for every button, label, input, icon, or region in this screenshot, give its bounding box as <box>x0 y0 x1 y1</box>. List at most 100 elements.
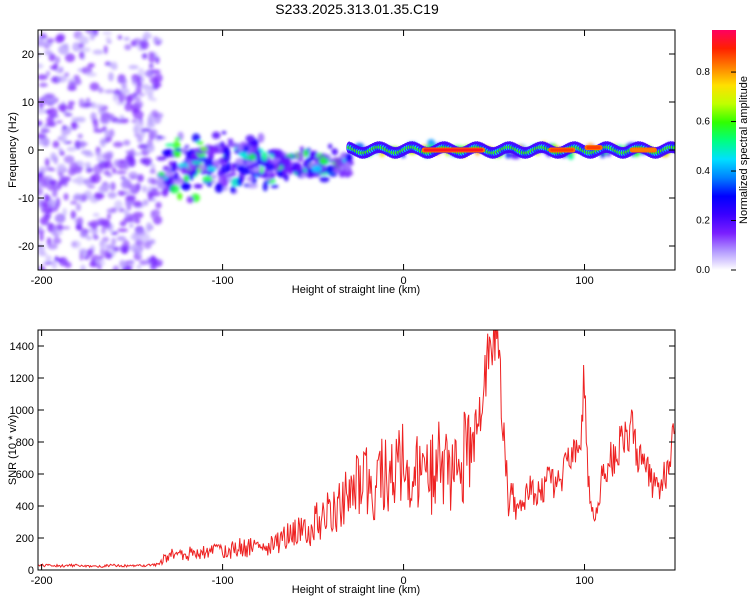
spectrogram-cell <box>75 116 86 123</box>
spectrogram-cell <box>113 89 122 96</box>
spectrogram-y-tick-label: 0 <box>28 145 34 157</box>
colorbar-ticks: 0.0 0.2 0.4 0.6 0.8 <box>696 67 736 276</box>
snr-frame <box>37 329 676 571</box>
spectrogram-cell <box>221 130 227 135</box>
spectrogram-y-tick-label: -20 <box>18 241 34 253</box>
spectrogram-cell <box>343 161 351 172</box>
spectrogram-cell <box>58 44 70 55</box>
spectrogram-cell <box>211 131 221 140</box>
spectrogram-cell <box>148 190 154 197</box>
spectrogram-cell <box>148 256 158 265</box>
spectrogram-cell <box>152 215 163 225</box>
spectrogram-cell <box>153 73 163 83</box>
colorbar-tick-label: 0.6 <box>696 117 710 128</box>
spectrogram-cell <box>114 200 123 210</box>
spectrogram-cell <box>97 264 102 270</box>
spectrogram-cell <box>138 93 146 97</box>
chart-title: S233.2025.313.01.35.C19 <box>275 1 439 17</box>
spectrogram-cell <box>58 257 68 267</box>
spectrogram-y-tick-label: 10 <box>22 97 34 109</box>
spectrogram-cell <box>60 226 71 230</box>
spectrogram-cell <box>98 160 109 169</box>
colorbar-tick-label: 0.8 <box>696 67 710 78</box>
spectrogram-cell <box>110 61 118 71</box>
spectrogram-cell <box>210 148 221 154</box>
snr-y-tick-label: 400 <box>16 501 34 513</box>
spectrogram-cell <box>60 133 67 143</box>
spectrogram-cell <box>146 122 156 128</box>
spectrogram-cell <box>137 68 145 77</box>
spectrogram-cell <box>105 151 114 158</box>
spectrogram-cell <box>52 237 62 245</box>
spectrogram-cell <box>111 237 117 246</box>
snr-x-tick-label: -200 <box>31 575 53 587</box>
spectrogram-cell <box>81 66 93 75</box>
spectrogram-cell <box>79 140 86 149</box>
spectrogram-cell <box>150 128 158 139</box>
spectrogram-cell <box>48 168 56 172</box>
spectrogram-cell <box>135 182 141 192</box>
spectrogram-cell <box>230 142 240 148</box>
spectrogram-cell <box>192 153 199 160</box>
spectrogram-cell <box>117 190 126 196</box>
spectrogram-band-inner <box>672 146 675 150</box>
spectrogram-cell <box>148 51 156 56</box>
spectrogram-cell <box>54 256 59 262</box>
spectrogram-cell <box>75 175 85 186</box>
spectrogram-cell <box>149 63 154 69</box>
spectrogram-cell <box>123 178 129 186</box>
spectrogram-cell <box>79 231 88 239</box>
spectrogram-cell <box>57 223 64 231</box>
spectrogram-cell <box>306 168 313 174</box>
spectrogram-cell <box>148 113 153 124</box>
spectrogram-cell <box>43 261 54 265</box>
spectrogram-cell <box>47 243 58 250</box>
spectrogram-cell <box>51 189 58 198</box>
spectrogram-cell <box>38 226 43 231</box>
spectrogram-cell <box>62 125 68 130</box>
spectrogram-cell <box>83 102 93 107</box>
spectrogram-cell <box>143 241 152 250</box>
spectrogram-x-tick-label: 100 <box>575 275 593 287</box>
colorbar: 0.0 0.2 0.4 0.6 0.8 Normalized spectral ampl… <box>696 30 750 276</box>
spectrogram-cell <box>38 266 41 270</box>
snr-x-ticks: -200 -100 0 100 <box>31 330 594 587</box>
spectrogram-peak <box>631 148 655 152</box>
spectrogram-cell <box>203 158 214 168</box>
spectrogram-cell <box>206 166 217 171</box>
spectrogram-cell <box>125 95 132 105</box>
spectrogram-cell <box>74 193 81 200</box>
spectrogram-cell <box>63 155 75 164</box>
snr-y-tick-label: 200 <box>16 533 34 545</box>
spectrogram-cell <box>54 214 64 223</box>
spectrogram-cell <box>89 261 98 268</box>
spectrogram-cell <box>86 72 97 77</box>
spectrogram-cell <box>70 210 77 220</box>
spectrogram-cell <box>155 56 160 64</box>
spectrogram-cell <box>119 259 126 268</box>
spectrogram-cell <box>134 120 145 130</box>
spectrogram-cell <box>39 231 44 242</box>
spectrogram-x-tick-label: 0 <box>400 275 406 287</box>
spectrogram-cell <box>334 157 344 168</box>
spectrogram-cell <box>172 141 181 150</box>
spectrogram-cell <box>38 167 44 172</box>
colorbar-tick-label: 0.2 <box>696 216 710 227</box>
spectrogram-cell <box>49 199 57 208</box>
spectrogram-cell <box>38 52 41 58</box>
spectrogram-cell <box>247 183 258 189</box>
spectrogram-cell <box>191 160 202 165</box>
spectrogram-cell <box>144 30 150 38</box>
spectrogram-cell <box>137 143 148 149</box>
spectrogram-cell <box>60 176 70 184</box>
spectrogram-cell <box>59 150 65 156</box>
spectrogram-cell <box>269 171 276 179</box>
spectrogram-cell <box>181 182 191 191</box>
spectrogram-cell <box>66 146 77 152</box>
spectrogram-cell <box>193 183 203 189</box>
spectrogram-cell <box>64 113 73 117</box>
spectrogram-cell <box>181 166 188 175</box>
spectrogram-cell <box>124 44 132 51</box>
spectrogram-cell <box>218 174 227 185</box>
